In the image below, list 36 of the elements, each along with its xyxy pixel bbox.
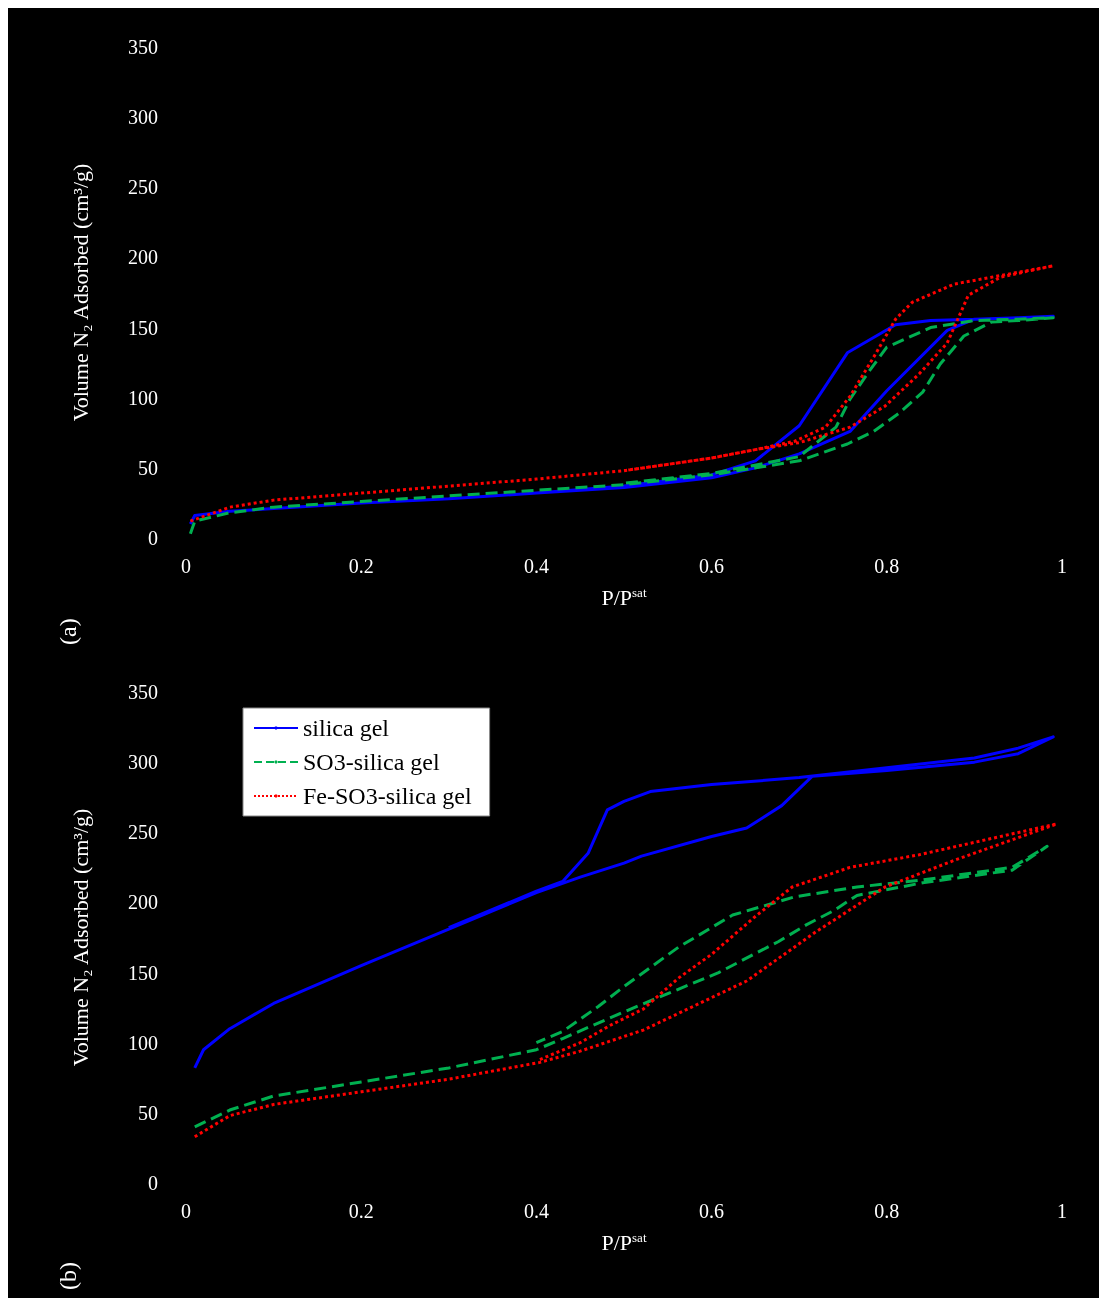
y-tick-label: 50	[138, 1101, 158, 1124]
x-tick-label: 0.6	[699, 555, 725, 577]
legend-label: silica gel	[303, 715, 390, 741]
y-tick-label: 350	[128, 681, 158, 703]
y-axis-title: Volume N₂ Adsorbed (cm³/g)	[67, 163, 93, 422]
y-tick-label: 250	[128, 176, 158, 199]
y-tick-label: 350	[128, 36, 158, 58]
y-tick-label: 100	[128, 1031, 158, 1054]
x-tick-label: 0	[181, 1200, 191, 1222]
y-tick-label: 300	[128, 106, 158, 129]
x-tick-label: 0.4	[523, 1200, 549, 1222]
y-tick-label: 300	[128, 751, 158, 774]
x-tick-label: 0.8	[874, 1200, 900, 1222]
legend-label: SO3-silica gel	[303, 749, 440, 775]
y-tick-label: 150	[128, 961, 158, 984]
x-tick-label: 0.2	[348, 1200, 374, 1222]
x-tick-label: 0	[181, 555, 191, 577]
y-tick-label: 200	[128, 891, 158, 914]
line-series	[188, 264, 1055, 523]
x-tick-label: 1	[1057, 555, 1067, 577]
y-tick-label: 150	[128, 316, 158, 339]
text: (a)	[55, 618, 81, 645]
x-tick-label: 0.8	[874, 555, 900, 577]
x-tick-label: 1	[1057, 1200, 1067, 1222]
x-tick-label: 0.6	[699, 1200, 725, 1222]
legend-label: Fe-SO3-silica gel	[303, 783, 472, 809]
y-tick-label: 0	[148, 527, 158, 549]
x-tick-label: 0.2	[348, 555, 374, 577]
y-tick-label: 50	[138, 456, 158, 479]
y-tick-label: 100	[128, 386, 158, 409]
y-tick-label: 200	[128, 246, 158, 269]
y-tick-label: 250	[128, 821, 158, 844]
text: (b)	[55, 1262, 81, 1290]
y-axis-title: Volume N₂ Adsorbed (cm³/g)	[67, 808, 93, 1067]
x-tick-label: 0.4	[523, 555, 549, 577]
y-tick-label: 0	[148, 1172, 158, 1194]
